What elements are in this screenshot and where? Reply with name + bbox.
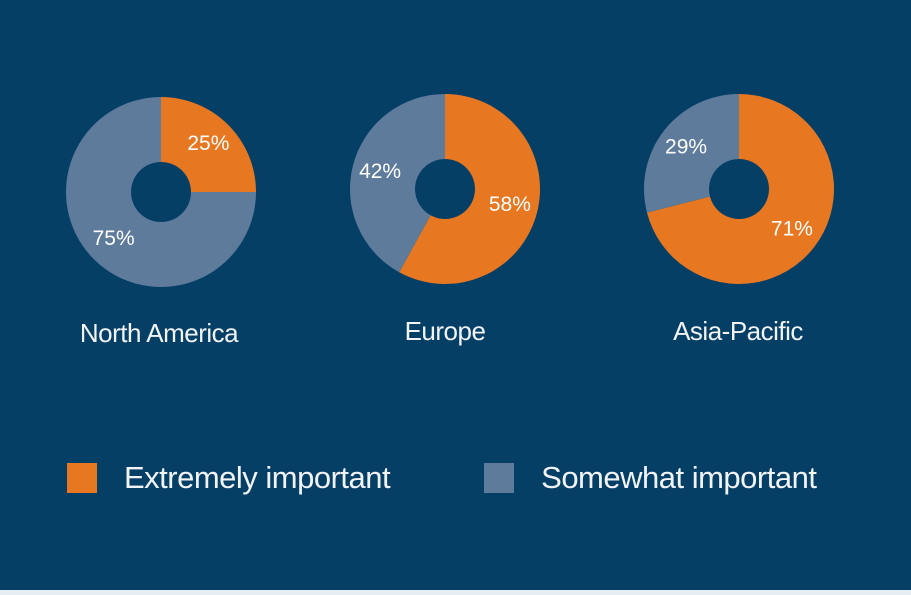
- donut-slices: [349, 94, 540, 284]
- legend-item-somewhat-important: Somewhat important: [484, 460, 817, 496]
- donut-slice-somewhat: [349, 94, 445, 273]
- donut-slice-extremely: [646, 94, 834, 284]
- donut-europe: 58% 42% Europe: [349, 94, 540, 346]
- chart-legend: Extremely important Somewhat important: [67, 460, 817, 496]
- donut-asia-pacific: 71% 29% Asia-Pacific: [644, 94, 834, 346]
- slice-label-somewhat: 29%: [665, 135, 707, 158]
- donut-slice-extremely: [399, 94, 540, 284]
- donut-slice-somewhat: [644, 94, 739, 213]
- donut-title-north-america: North America: [80, 318, 239, 348]
- slice-label-somewhat: 75%: [93, 227, 135, 250]
- donut-slice-somewhat: [66, 97, 256, 287]
- donut-slice-extremely: [161, 97, 256, 192]
- donut-title-europe: Europe: [405, 316, 486, 346]
- legend-item-extremely-important: Extremely important: [67, 460, 391, 496]
- legend-swatch-blue-gray: [484, 463, 515, 493]
- slice-label-extremely: 25%: [187, 132, 229, 155]
- slice-label-somewhat: 42%: [359, 160, 401, 183]
- legend-label: Extremely important: [124, 460, 391, 495]
- donut-title-asia-pacific: Asia-Pacific: [673, 316, 803, 346]
- legend-label: Somewhat important: [541, 460, 817, 495]
- slice-label-extremely: 58%: [489, 193, 531, 216]
- slice-label-extremely: 71%: [771, 218, 813, 241]
- legend-swatch-orange: [67, 463, 97, 493]
- donut-slices: [644, 94, 834, 284]
- donut-north-america: 25% 75% North America: [66, 97, 256, 348]
- donut-slices: [66, 97, 256, 287]
